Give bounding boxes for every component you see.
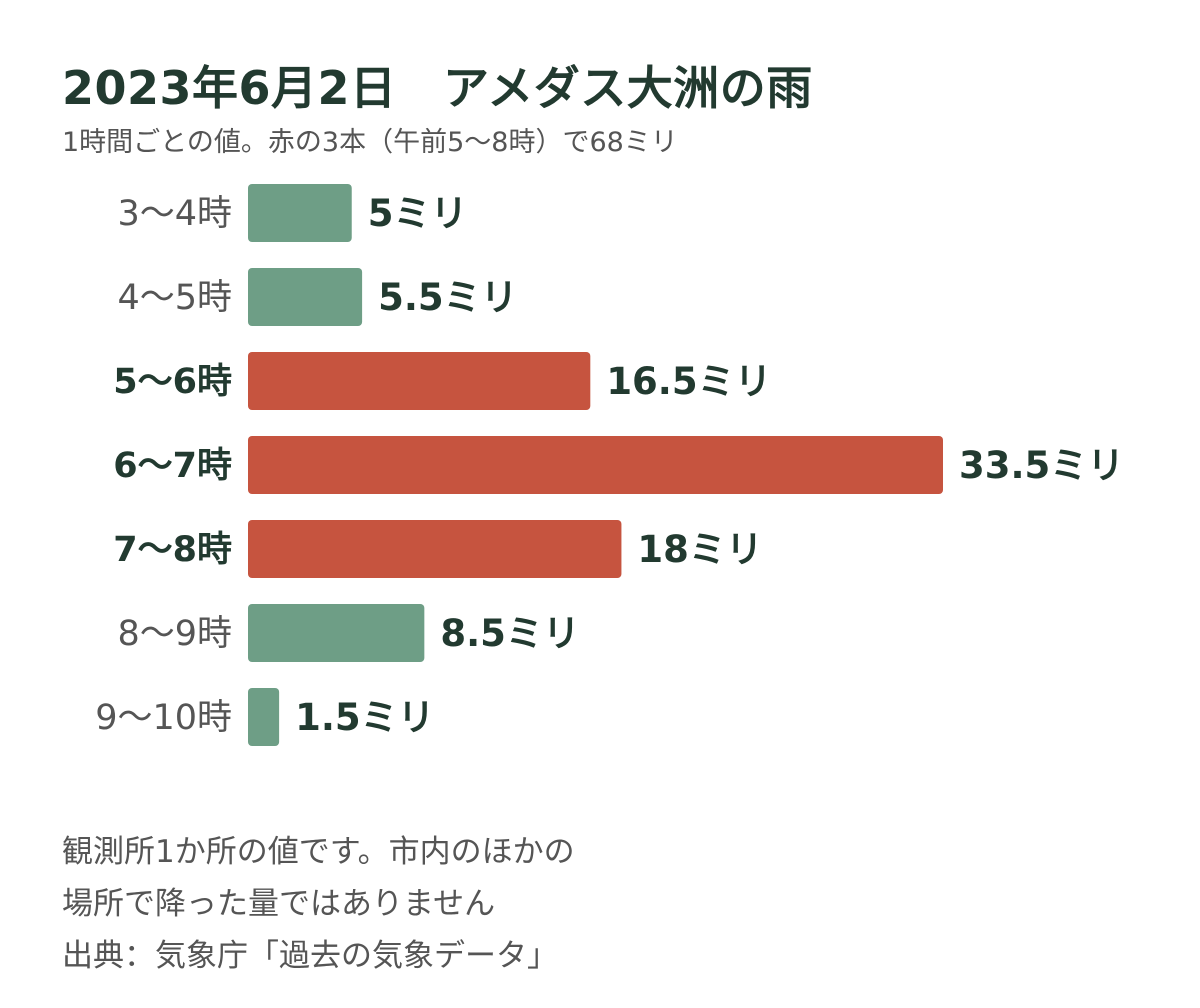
- bar: [248, 604, 425, 662]
- bar: [248, 520, 622, 578]
- value-label: 5ミリ: [368, 192, 468, 235]
- note-line-2: 場所で降った量ではありません: [62, 886, 496, 922]
- bar: [248, 184, 352, 242]
- source-note: 出典：気象庁「過去の気象データ」: [62, 938, 558, 974]
- category-label: 4〜5時: [117, 278, 232, 318]
- value-label: 8.5ミリ: [440, 612, 580, 655]
- value-label: 16.5ミリ: [606, 360, 771, 403]
- value-label: 5.5ミリ: [378, 276, 518, 319]
- bar: [248, 352, 591, 410]
- bar: [248, 268, 363, 326]
- chart-title: 2023年6月2日 アメダス大洲の雨: [62, 61, 813, 115]
- value-label: 1.5ミリ: [295, 696, 435, 739]
- category-label: 9〜10時: [95, 698, 232, 738]
- bar-chart: 3〜4時 5ミリ 4〜5時 5.5ミリ 5〜6時 16.5ミリ 6〜7時 33.5ミリ 7〜8時…: [95, 184, 1124, 746]
- note-line-1: 観測所1か所の値です。市内のほかの: [62, 834, 575, 870]
- category-label: 3〜4時: [117, 194, 232, 234]
- bar: [248, 688, 280, 746]
- category-label: 8〜9時: [117, 614, 232, 654]
- category-label: 6〜7時: [113, 446, 232, 486]
- value-label: 33.5ミリ: [959, 444, 1124, 487]
- bar: [248, 436, 943, 494]
- value-label: 18ミリ: [637, 528, 763, 571]
- category-label: 7〜8時: [113, 530, 232, 570]
- chart-subtitle: 1時間ごとの値。赤の3本（午前5〜8時）で68ミリ: [62, 127, 678, 158]
- category-label: 5〜6時: [113, 362, 232, 402]
